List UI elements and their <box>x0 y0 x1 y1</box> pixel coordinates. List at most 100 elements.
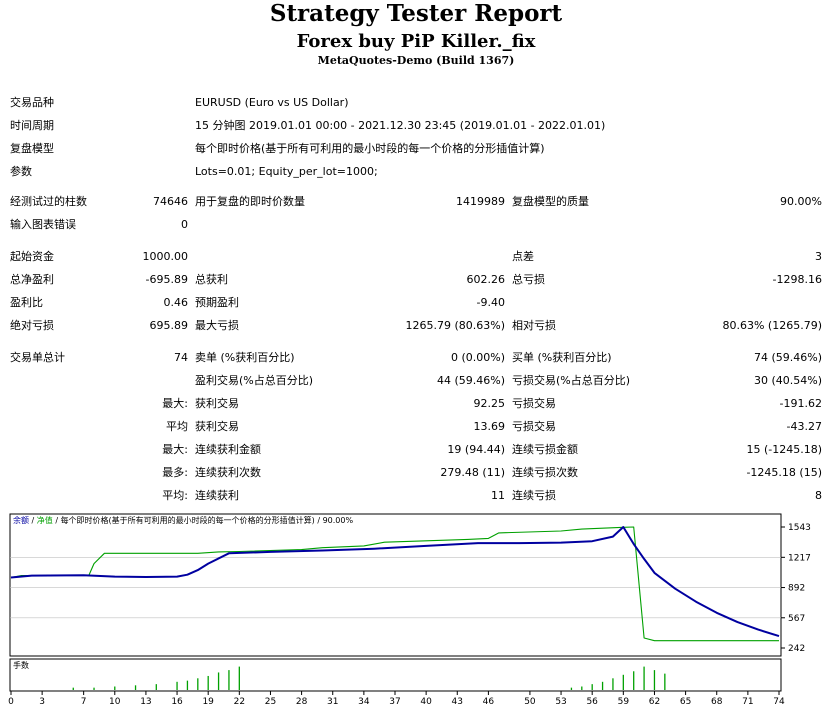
x-tick-label: 28 <box>296 697 308 707</box>
x-tick-label: 0 <box>8 697 14 707</box>
trades-value: 74 <box>174 351 188 364</box>
profit-trades-label: 盈利交易(%占总百分比) <box>195 374 314 387</box>
legend-equity: 净值 <box>37 515 53 525</box>
gross-profit-label: 总获利 <box>195 273 228 286</box>
maximal-cons-loss-value: -1245.18 (15) <box>746 466 822 479</box>
x-tick-label: 3 <box>39 697 45 707</box>
max-cons-losses-label: 连续亏损金额 <box>512 443 578 456</box>
legend-balance: 余额 <box>13 515 29 525</box>
x-tick-label: 53 <box>555 697 566 707</box>
x-tick-label: 10 <box>109 697 121 707</box>
average-label: 平均 <box>166 420 188 433</box>
legend-sep1: / <box>29 516 37 525</box>
avg-profit-value: 13.69 <box>473 420 506 433</box>
spread-label: 点差 <box>512 250 534 263</box>
pf-value: 0.46 <box>163 296 189 309</box>
maximal-label: 最多: <box>162 466 188 479</box>
y-axis: 1543 1217 892 567 242 <box>781 523 811 654</box>
rel-dd-value: 80.63% (1265.79) <box>722 319 822 332</box>
x-tick-label: 71 <box>742 697 753 707</box>
server-build: MetaQuotes-Demo (Build 1367) <box>317 54 515 67</box>
model-label: 复盘模型 <box>10 142 54 155</box>
gross-loss-value: -1298.16 <box>772 273 822 286</box>
x-tick-label: 56 <box>586 697 598 707</box>
report-title: Strategy Tester Report <box>269 0 563 27</box>
symbol-label: 交易品种 <box>10 96 54 109</box>
x-tick-label: 13 <box>140 697 151 707</box>
max-cons-losses-value: 15 (-1245.18) <box>746 443 822 456</box>
largest-loss-label: 亏损交易 <box>512 397 556 410</box>
trades-label: 交易单总计 <box>10 351 65 364</box>
avg-loss-value: -43.27 <box>786 420 822 433</box>
max-cons-wins-value: 19 (94.44) <box>447 443 505 456</box>
x-axis: 0 3 7 10 13 16 19 22 25 28 31 34 37 40 43 46 50 53 56 59 62 6… <box>8 691 785 707</box>
deposit-value: 1000.00 <box>142 250 189 263</box>
largest-profit-value: 92.25 <box>473 397 506 410</box>
gross-loss-label: 总亏损 <box>512 273 545 286</box>
payoff-label: 预期盈利 <box>195 296 239 309</box>
errors-label: 输入图表错误 <box>10 218 76 231</box>
x-tick-label: 50 <box>524 697 536 707</box>
legend-model: / 每个即时价格(基于所有可利用的最小时段的每一个价格的分形插值计算) / 90… <box>53 515 354 525</box>
maximal-cons-loss-label: 连续亏损次数 <box>512 466 578 479</box>
maximal-cons-profit-value: 279.48 (11) <box>440 466 505 479</box>
largest-loss-value: -191.62 <box>779 397 822 410</box>
max-label: 最大: <box>162 443 188 456</box>
x-tick-label: 19 <box>202 697 214 707</box>
rel-dd-label: 相对亏损 <box>512 319 556 332</box>
x-tick-label: 43 <box>452 697 463 707</box>
loss-trades-label: 亏损交易(%占总百分比) <box>512 374 631 387</box>
expert-name: Forex buy PiP Killer._fix <box>296 31 536 52</box>
y-tick-label: 242 <box>788 644 805 654</box>
volume-bars <box>72 666 666 690</box>
x-tick-label: 37 <box>389 697 400 707</box>
largest-label: 最大: <box>162 397 188 410</box>
bars-label: 经测试过的柱数 <box>10 195 87 208</box>
avg-profit-label: 获利交易 <box>195 420 239 433</box>
equity-line <box>10 526 779 642</box>
chart-legend: 余额 / 净值 / 每个即时价格(基于所有可利用的最小时段的每一个价格的分形插值… <box>13 515 353 525</box>
loss-trades-value: 30 (40.54%) <box>753 374 822 387</box>
y-tick-label: 892 <box>788 584 805 594</box>
long-value: 74 (59.46%) <box>753 351 822 364</box>
short-label: 卖单 (%获利百分比) <box>195 351 295 364</box>
ticks-value: 1419989 <box>456 195 505 208</box>
x-tick-label: 46 <box>483 697 495 707</box>
y-tick-label: 567 <box>788 614 805 624</box>
errors-value: 0 <box>181 218 188 231</box>
gross-profit-value: 602.26 <box>466 273 506 286</box>
pf-label: 盈利比 <box>10 296 43 309</box>
spread-value: 3 <box>815 250 822 263</box>
params-label: 参数 <box>10 165 32 178</box>
y-tick-label: 1217 <box>788 553 811 563</box>
x-tick-label: 68 <box>711 697 723 707</box>
x-tick-label: 74 <box>773 697 785 707</box>
ticks-label: 用于复盘的即时价数量 <box>195 195 305 208</box>
bars-value: 74646 <box>153 195 188 208</box>
x-tick-label: 62 <box>649 697 660 707</box>
max-dd-label: 最大亏损 <box>195 319 239 332</box>
x-tick-label: 7 <box>81 697 87 707</box>
volume-label: 手数 <box>13 660 29 670</box>
largest-profit-label: 获利交易 <box>195 397 239 410</box>
x-tick-label: 34 <box>358 697 370 707</box>
abs-dd-label: 绝对亏损 <box>10 319 54 332</box>
balance-line <box>10 526 780 638</box>
chart-grid <box>10 557 781 619</box>
volume-frame <box>9 658 782 692</box>
quality-label: 复盘模型的质量 <box>512 195 589 208</box>
profit-trades-value: 44 (59.46%) <box>436 374 505 387</box>
quality-value: 90.00% <box>780 195 822 208</box>
maximal-cons-profit-label: 连续获利次数 <box>195 466 261 479</box>
x-tick-label: 59 <box>618 697 630 707</box>
avg-cons-wins-label: 连续获利 <box>195 489 239 502</box>
y-tick-label: 1543 <box>788 523 811 533</box>
period-label: 时间周期 <box>10 119 54 132</box>
max-cons-wins-label: 连续获利金额 <box>195 443 261 456</box>
params-value: Lots=0.01; Equity_per_lot=1000; <box>195 165 378 178</box>
chart-frame <box>9 513 782 657</box>
abs-dd-value: 695.89 <box>149 319 189 332</box>
net-label: 总净盈利 <box>10 273 54 286</box>
max-dd-value: 1265.79 (80.63%) <box>405 319 505 332</box>
